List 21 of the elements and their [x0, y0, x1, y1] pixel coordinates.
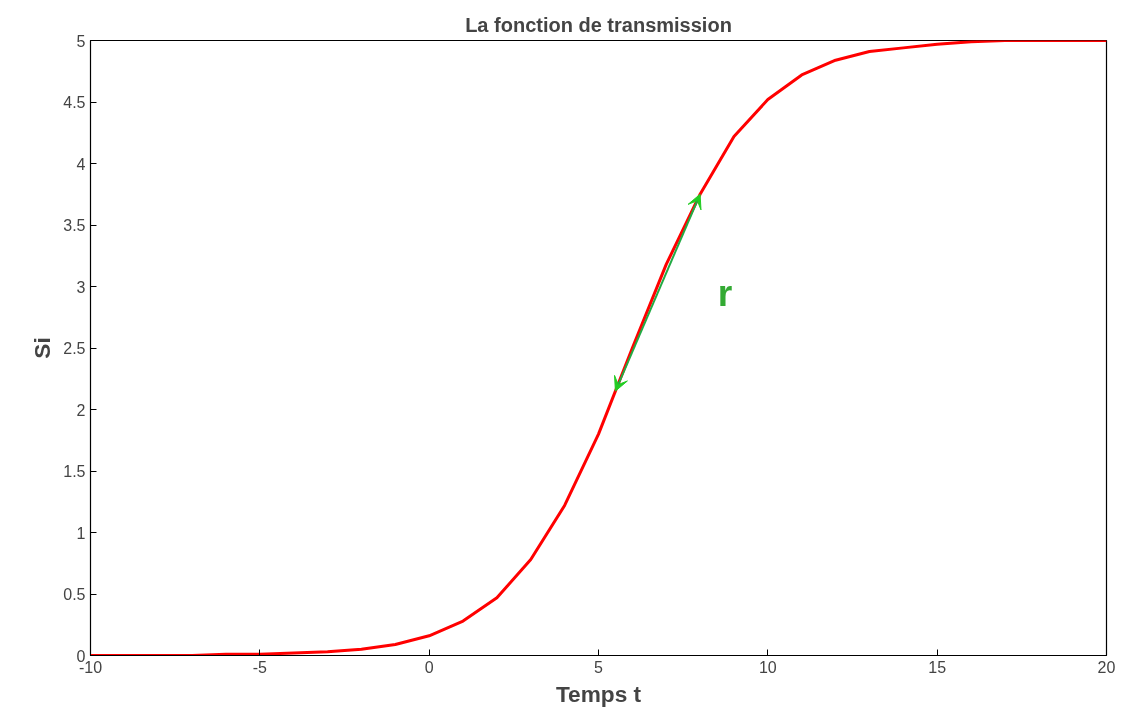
y-tick-label: 2.5: [63, 340, 86, 357]
y-tick-label: 4: [76, 155, 86, 173]
y-tick-label: 0.5: [63, 586, 86, 603]
y-axis-title: Si: [29, 337, 56, 359]
chart-title: La fonction de transmission: [465, 13, 732, 36]
x-tick-label: 20: [1097, 658, 1116, 676]
x-tick-label: -5: [252, 658, 268, 676]
annotation: r: [717, 271, 733, 314]
y-tick-label: 4.5: [63, 94, 86, 111]
x-axis-title: Temps t: [555, 680, 642, 707]
y-tick-label: 3: [76, 278, 86, 296]
y-tick-label: 3.5: [63, 217, 86, 234]
x-tick-label: 10: [758, 658, 777, 676]
x-tick-label: 5: [594, 658, 604, 676]
y-tick-label: 5: [76, 32, 86, 50]
x-tick-label: 0: [424, 658, 434, 676]
y-tick-label: 1.5: [63, 463, 86, 480]
y-tick-label: 1: [76, 524, 86, 542]
y-tick-label: 2: [76, 401, 86, 419]
x-tick-label: 15: [928, 658, 947, 676]
line-series: [90, 40, 1107, 656]
